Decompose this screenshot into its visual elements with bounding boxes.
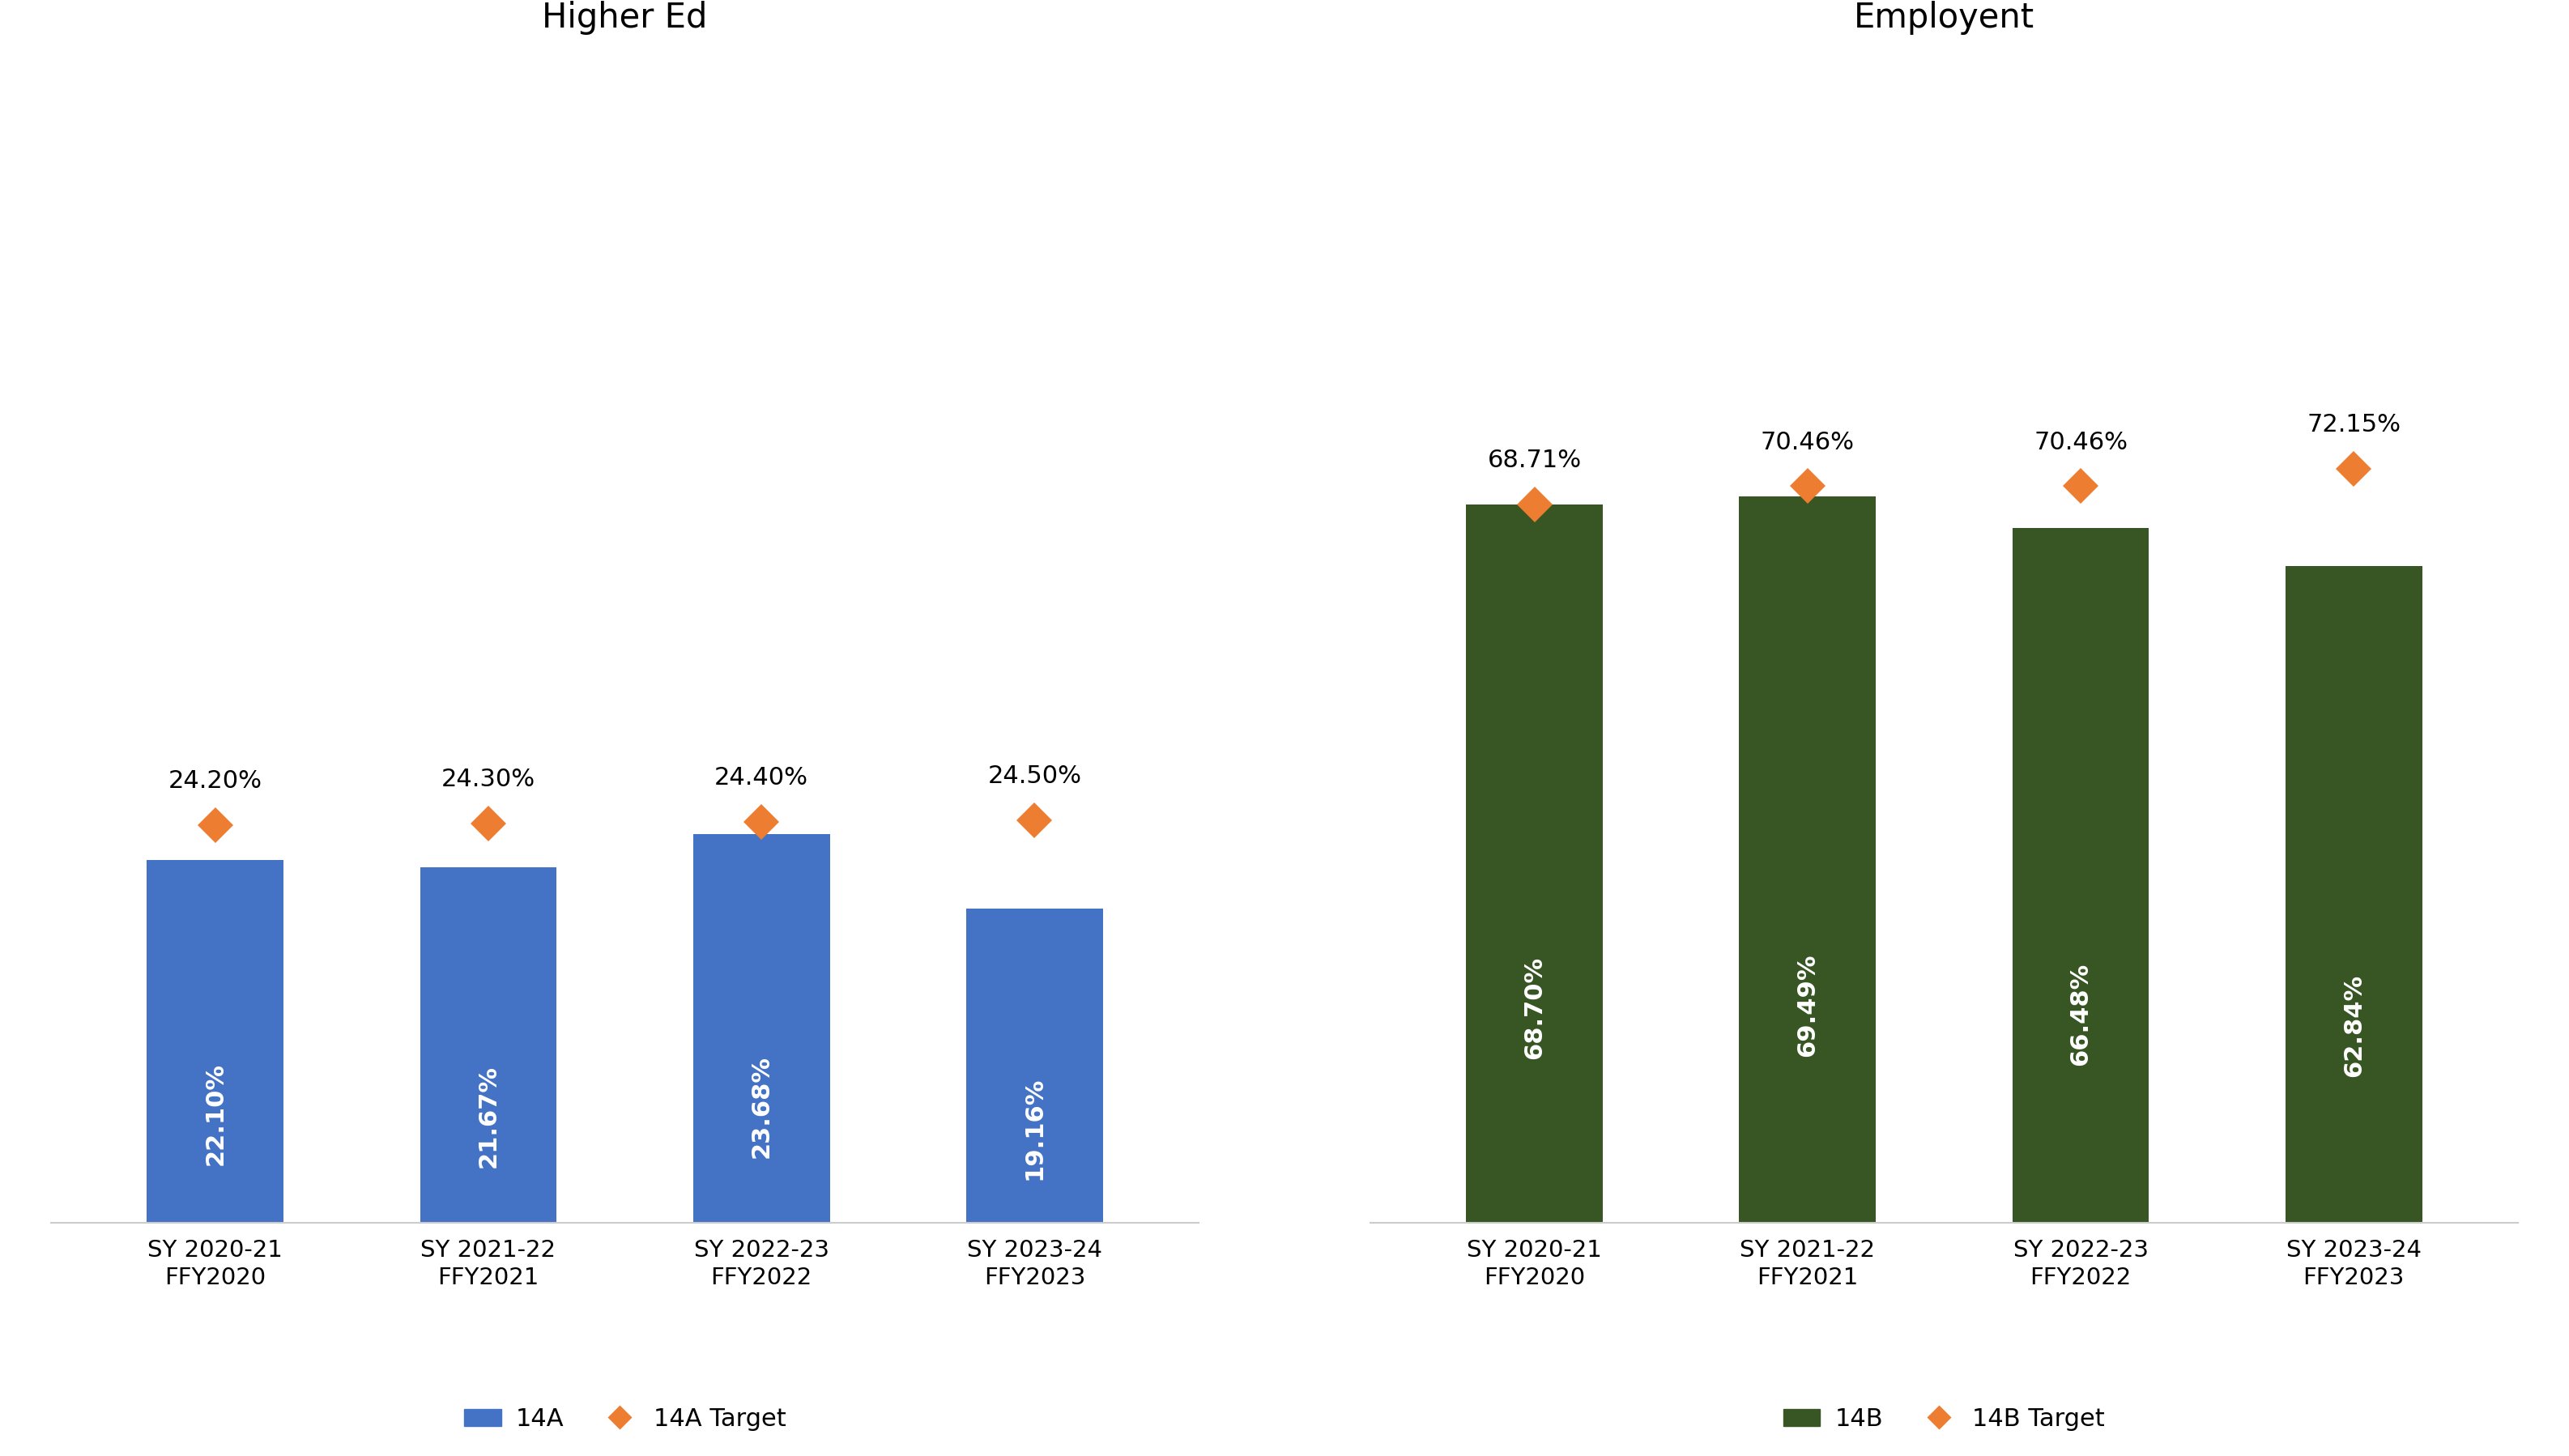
- Bar: [2012, 529, 2148, 1223]
- Text: 68.70%: 68.70%: [1523, 957, 1547, 1059]
- Legend: 14B, 14B Target: 14B, 14B Target: [1773, 1398, 2114, 1441]
- Text: 72.15%: 72.15%: [2307, 414, 2399, 437]
- Bar: [2286, 566, 2423, 1223]
- Bar: [966, 909, 1102, 1223]
- Text: 69.49%: 69.49%: [1796, 954, 1819, 1057]
- Text: 24.40%: 24.40%: [714, 766, 809, 791]
- Text: 68.71%: 68.71%: [1487, 448, 1583, 472]
- Bar: [1739, 496, 1875, 1223]
- Text: 62.84%: 62.84%: [2343, 974, 2366, 1077]
- Text: 23.68%: 23.68%: [750, 1056, 773, 1158]
- Text: 24.20%: 24.20%: [170, 770, 262, 794]
- Legend: 14A, 14A Target: 14A, 14A Target: [455, 1398, 796, 1441]
- Bar: [146, 860, 283, 1223]
- Text: 66.48%: 66.48%: [2068, 962, 2091, 1066]
- Text: 70.46%: 70.46%: [2035, 431, 2127, 454]
- Title: Indicator 14B - Students Engaged in
Higher Ed and Competitive
Employent: Indicator 14B - Students Engaged in High…: [1639, 0, 2248, 35]
- Text: 24.50%: 24.50%: [986, 764, 1082, 788]
- Text: 21.67%: 21.67%: [478, 1064, 501, 1168]
- Text: 70.46%: 70.46%: [1760, 431, 1855, 454]
- Bar: [694, 834, 830, 1223]
- Title: Indicator 14A - Students Engaged in
Higher Ed: Indicator 14A - Students Engaged in High…: [321, 0, 930, 35]
- Text: 22.10%: 22.10%: [203, 1063, 226, 1165]
- Text: 19.16%: 19.16%: [1022, 1077, 1046, 1181]
- Text: 24.30%: 24.30%: [442, 769, 534, 792]
- Bar: [421, 866, 557, 1223]
- Bar: [1467, 505, 1603, 1223]
